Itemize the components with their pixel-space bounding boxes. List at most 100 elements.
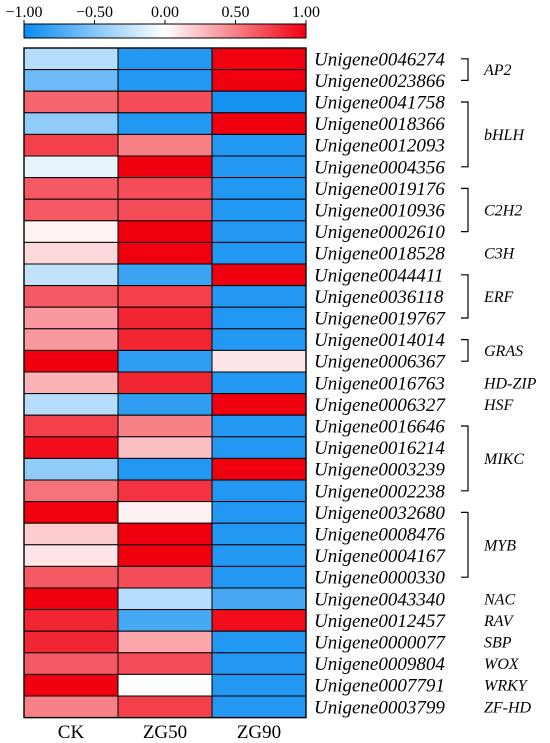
column-label: ZG90 [237,722,281,743]
heatmap-cell [211,90,307,114]
family-label: ERF [483,289,514,306]
family-label: HSF [483,397,514,414]
heatmap-cell [23,69,119,92]
gene-label: Unigene0023866 [314,71,445,92]
gene-label: Unigene0012093 [314,136,445,157]
family-label: C2H2 [484,203,522,220]
gene-label: Unigene0004356 [314,157,445,178]
color-scale-tick-label: 0.00 [151,4,179,21]
heatmap-cell [211,263,307,287]
heatmap-cell [117,47,213,71]
gene-label: Unigene0018366 [314,114,445,135]
heatmap-cell [117,695,213,719]
heatmap-cell [23,155,119,179]
family-bracket [461,425,469,492]
heatmap-cell [23,652,119,675]
color-scale-tick-label: 1.00 [292,4,320,21]
gene-label: Unigene0002238 [314,481,445,502]
color-scale-gradient [23,23,307,39]
heatmap-cell [23,198,119,222]
color-scale-bar: −1.00 −0.50 0.00 0.50 1.00 [5,4,320,39]
heatmap-cell [211,393,307,416]
heatmap-cell [117,241,213,265]
heatmap-cell [23,414,119,438]
heatmap-cell [117,587,213,611]
heatmap-cell [211,609,307,632]
family-label: GRAS [484,343,523,360]
gene-label: Unigene0016214 [314,438,445,459]
family-bracket [461,101,469,168]
gene-label: Unigene0000330 [314,568,445,589]
heatmap-cell [211,241,307,265]
heatmap-cell [117,263,213,287]
heatmap-cell [117,436,213,459]
heatmap-cell [23,457,119,481]
heatmap-cell [23,565,119,589]
heatmap-cell [117,90,213,114]
heatmap-cell [117,565,213,589]
heatmap-cell [117,112,213,135]
heatmap-cell [23,609,119,632]
gene-label: Unigene0003239 [314,460,445,481]
family-label: WRKY [484,678,529,695]
gene-label: Unigene0043340 [314,589,445,610]
family-bracket [461,274,469,319]
heatmap-cell [211,112,307,135]
gene-label: Unigene0003799 [314,697,445,718]
heatmap-cell [23,285,119,308]
gene-family-groups: AP2 bHLH C2H2 C3H ERF GRAS HD-ZIP HSF MIKC MYB NAC… [461,58,537,716]
heatmap-cells [23,47,307,719]
heatmap-cell [23,630,119,654]
gene-label: Unigene0019176 [314,179,445,200]
heatmap-cell [211,479,307,503]
gene-label: Unigene0004167 [314,546,446,567]
heatmap-cell [23,501,119,524]
heatmap-cell [117,328,213,351]
heatmap-cell [211,565,307,589]
family-label: NAC [483,591,515,608]
heatmap-cell [211,155,307,179]
family-label: HD-ZIP [483,375,537,392]
heatmap-cell [211,673,307,697]
heatmap-cell [23,263,119,287]
gene-label: Unigene0006327 [314,395,446,416]
heatmap-cell [211,371,307,395]
gene-label: Unigene0000077 [314,633,446,654]
heatmap-cell [23,306,119,330]
heatmap-cell [23,90,119,114]
heatmap-cell [117,198,213,222]
heatmap-cell [117,652,213,675]
heatmap-cell [23,241,119,265]
heatmap-cell [23,673,119,697]
gene-label: Unigene0014014 [314,330,445,351]
heatmap-cell [211,630,307,654]
family-label: MYB [483,537,516,554]
color-scale-tick-label: −0.50 [76,4,113,21]
heatmap-cell [117,501,213,524]
color-scale-tick-label: −1.00 [5,4,42,21]
heatmap-cell [23,328,119,351]
family-bracket [461,511,469,578]
heatmap-cell [117,630,213,654]
heatmap-cell [211,285,307,308]
gene-label: Unigene0044411 [314,265,443,286]
gene-labels: Unigene0046274Unigene0023866Unigene00417… [314,49,446,718]
heatmap-cell [23,587,119,611]
column-label: ZG50 [143,722,187,743]
heatmap-cell [211,652,307,675]
color-scale-tick-label: 0.50 [222,4,250,21]
heatmap-cell [211,198,307,222]
heatmap-cell [117,609,213,632]
family-label: RAV [483,613,515,630]
gene-label: Unigene0010936 [314,201,445,222]
heatmap-cell [23,177,119,200]
heatmap-cell [23,371,119,395]
heatmap-cell [23,220,119,243]
family-label: MIKC [483,451,524,468]
family-bracket [461,339,469,362]
heatmap-cell [211,177,307,200]
gene-label: Unigene0009804 [314,654,445,675]
gene-label: Unigene0041758 [314,93,445,114]
heatmap-cell [211,133,307,157]
